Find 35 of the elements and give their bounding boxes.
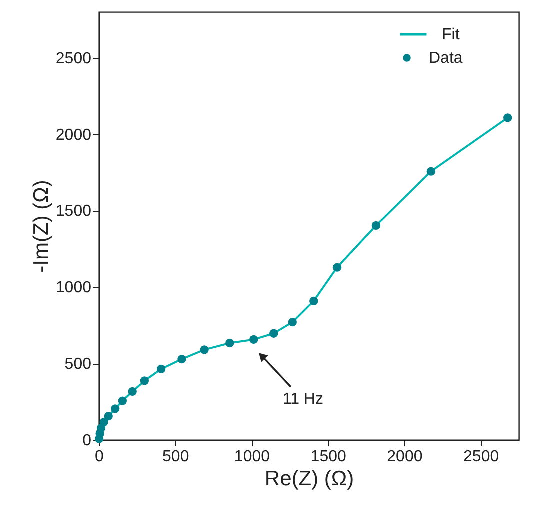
point xyxy=(226,338,234,348)
x-tick-label: 0 xyxy=(95,448,104,466)
point xyxy=(332,263,342,272)
point xyxy=(288,318,297,327)
point xyxy=(128,387,137,396)
point xyxy=(140,376,149,386)
point xyxy=(111,404,120,414)
legend-label: Fit xyxy=(442,26,460,44)
x-tick-label: 1000 xyxy=(234,448,270,466)
x-tick-label: 2500 xyxy=(464,448,500,466)
point xyxy=(100,418,108,427)
point xyxy=(310,296,318,306)
point xyxy=(200,346,209,354)
point xyxy=(104,412,113,421)
y-tick-label: 0 xyxy=(82,432,92,450)
y-axis-title: -Im(Z) (Ω) xyxy=(30,180,53,273)
x-tick-label: 1500 xyxy=(310,448,346,466)
point xyxy=(426,167,436,176)
point xyxy=(118,396,128,406)
point xyxy=(270,329,278,338)
x-axis-title: Re(Z) (Ω) xyxy=(264,468,354,490)
point xyxy=(178,354,186,364)
point xyxy=(372,221,381,230)
legend-label: Data xyxy=(429,50,463,67)
y-tick-label: 1500 xyxy=(56,203,92,220)
y-tick-label: 1000 xyxy=(56,280,92,297)
x-tick-label: 2000 xyxy=(387,448,423,466)
x-tick-label: 500 xyxy=(162,448,190,466)
point xyxy=(250,335,258,344)
y-tick-label: 2000 xyxy=(56,126,92,144)
y-tick-label: 2500 xyxy=(56,50,92,68)
point xyxy=(156,364,166,374)
point xyxy=(504,114,512,122)
annotation: 11 Hz xyxy=(282,391,324,408)
y-tick-label: 500 xyxy=(64,356,92,374)
